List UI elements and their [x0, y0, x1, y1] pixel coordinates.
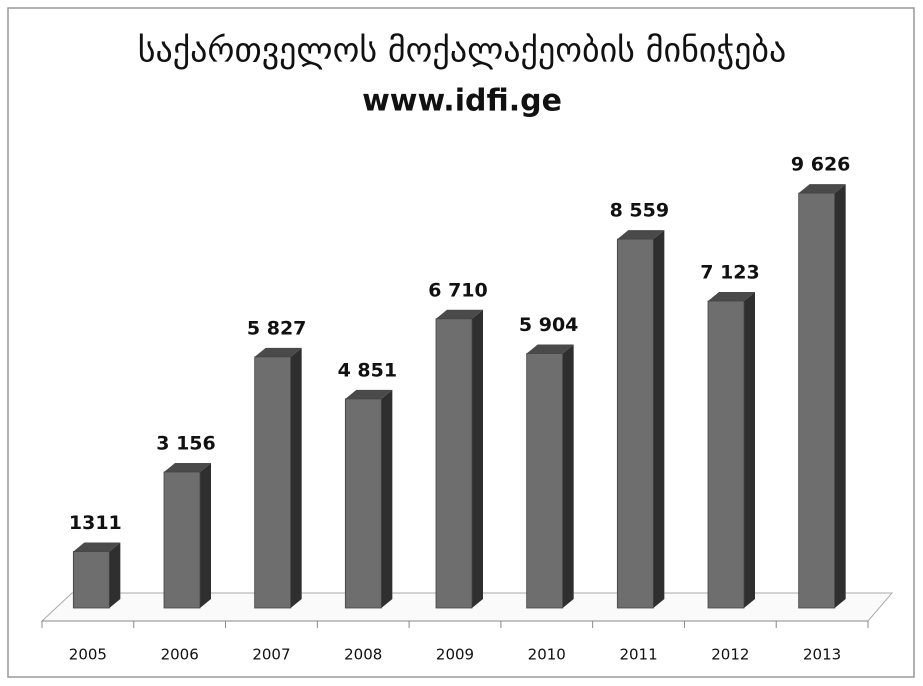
bar — [798, 192, 836, 609]
bar-side — [200, 462, 211, 608]
x-tick-label: 2009 — [436, 646, 474, 664]
bar-side — [562, 344, 574, 608]
bar-top — [73, 542, 121, 552]
bar-side — [472, 309, 483, 608]
bar-side — [653, 230, 665, 608]
value-label: 6 710 — [428, 279, 488, 301]
value-label: 5 827 — [247, 317, 307, 339]
x-tick-label: 2013 — [803, 646, 841, 664]
chart-title: საქართველოს მოქალაქეობის მინიჭება — [138, 31, 787, 71]
value-label: 4 851 — [338, 359, 398, 381]
bar-side — [290, 347, 302, 608]
bar-side — [834, 184, 846, 609]
bar — [707, 300, 745, 609]
bar — [254, 356, 292, 609]
x-tick-label: 2005 — [69, 646, 107, 664]
x-tick-label: 2007 — [252, 646, 290, 664]
bar-top — [164, 462, 211, 472]
value-label: 1311 — [69, 512, 122, 534]
value-label: 9 626 — [791, 154, 851, 176]
bar-top — [254, 347, 302, 357]
bar — [616, 238, 654, 609]
bar — [526, 353, 564, 609]
value-label: 3 156 — [156, 432, 216, 454]
bar-top — [436, 309, 483, 319]
x-tick-label: 2006 — [161, 646, 199, 664]
bar-top — [526, 344, 574, 354]
value-label: 8 559 — [610, 200, 670, 222]
x-tick-label: 2012 — [711, 646, 749, 664]
bar — [344, 398, 382, 609]
value-label: 7 123 — [700, 261, 760, 283]
bar-top — [617, 230, 665, 240]
bar — [435, 318, 473, 609]
bar — [163, 471, 201, 609]
bar-top — [708, 291, 755, 301]
bar-side — [744, 291, 755, 608]
bar-side — [381, 389, 393, 608]
bar-top — [345, 389, 393, 399]
bar — [72, 551, 110, 609]
x-tick-label: 2011 — [619, 646, 657, 664]
bar-side — [109, 542, 121, 608]
value-label: 5 904 — [519, 314, 579, 336]
x-tick-label: 2008 — [344, 646, 382, 664]
chart-subtitle: www.idfi.ge — [362, 84, 562, 119]
x-tick-label: 2010 — [528, 646, 566, 664]
bar-top — [798, 184, 846, 194]
